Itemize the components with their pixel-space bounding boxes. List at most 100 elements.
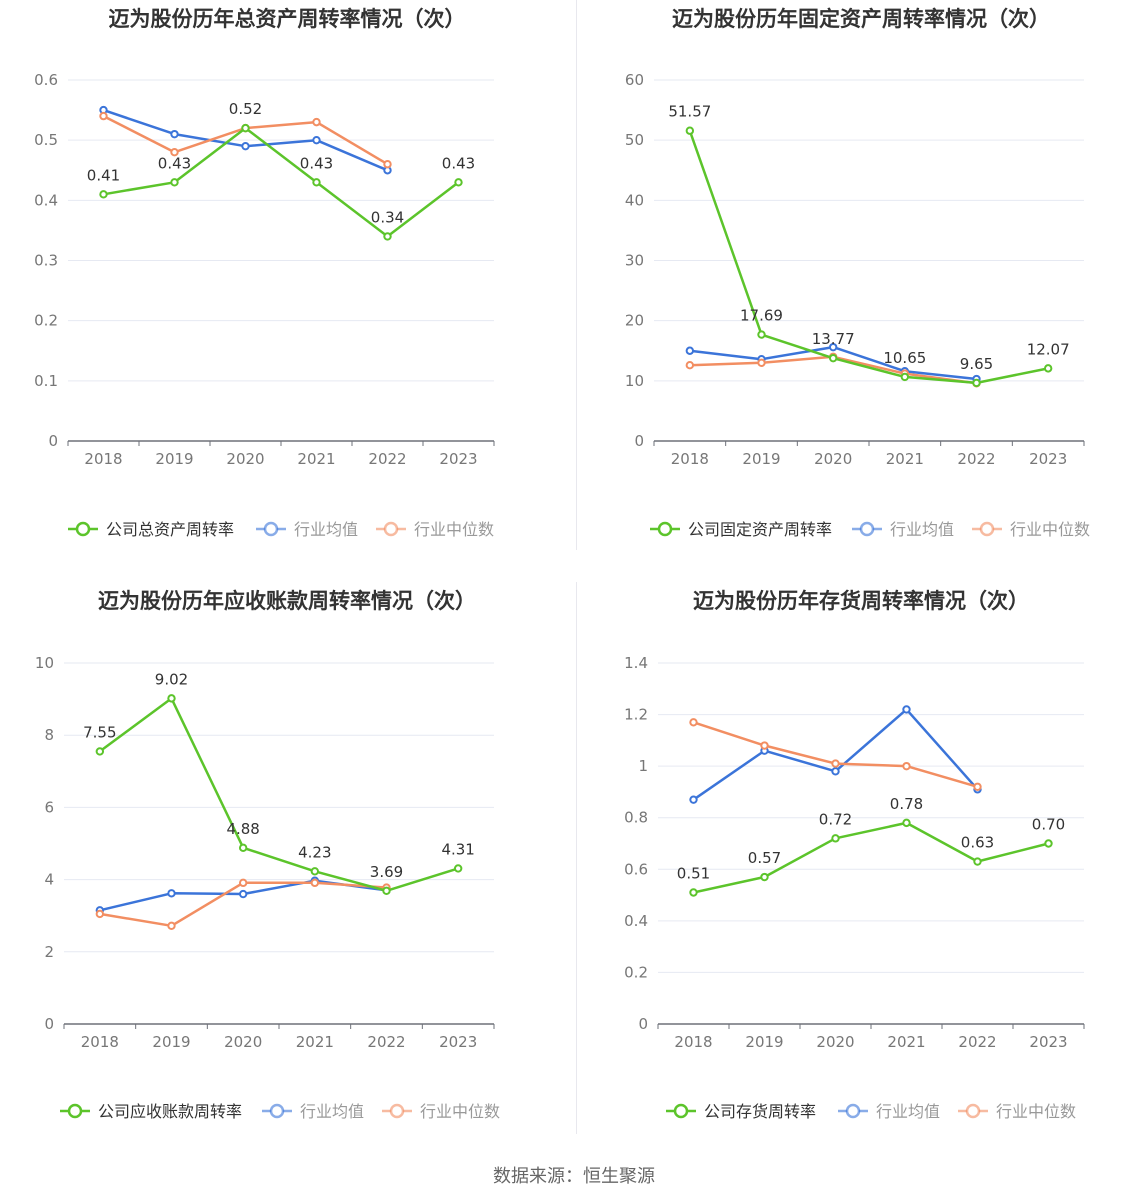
x-tick-label: 2020 (814, 450, 852, 468)
data-point-avg (312, 135, 321, 145)
chart-inventory-turnover: 迈为股份历年存货周转率情况（次） 0 0.2 0.4 0.6 0.8 1 1.2 1.4 2018… (624, 589, 1085, 1121)
data-label: 0.41 (87, 166, 120, 184)
series-line-company (99, 697, 459, 893)
series-line-company (693, 821, 1049, 894)
x-tick-label: 2018 (671, 450, 709, 468)
data-point-company (757, 330, 766, 339)
chart-receivables-turnover: 迈为股份历年应收账款周转率情况（次） 0 2 4 6 8 10 2018 2019 2020 202… (35, 589, 500, 1121)
data-label: 17.69 (740, 307, 783, 325)
data-point-company (310, 867, 320, 876)
data-label: 4.23 (298, 843, 331, 861)
data-label: 9.65 (960, 355, 993, 373)
series-line-company (688, 130, 1049, 385)
y-tick-label: 2 (44, 943, 54, 961)
y-tick-label: 0.4 (34, 191, 58, 209)
legend-marker-icon (965, 1103, 981, 1119)
legend-item-median: 行业中位数 (972, 520, 1090, 539)
y-tick-label: 0.1 (34, 372, 58, 390)
y-tick-label: 0.2 (34, 312, 58, 330)
series-line-median (99, 881, 387, 928)
data-point-company (170, 178, 179, 187)
data-point-company (828, 353, 838, 363)
chart-title: 迈为股份历年存货周转率情况（次） (693, 589, 1029, 613)
y-tick-label: 1.2 (624, 706, 648, 724)
data-label: 0.52 (229, 100, 262, 118)
panel-divider-top (576, 0, 577, 550)
data-label: 9.02 (155, 670, 188, 688)
chart-panel-inventory: 迈为股份历年存货周转率情况（次） 0 0.2 0.4 0.6 0.8 1 1.2 1.4 2018… (574, 582, 1148, 1164)
data-point-median (685, 360, 695, 370)
y-tick-label: 0.4 (624, 912, 648, 930)
legend-item-median: 行业中位数 (958, 1102, 1076, 1121)
x-tick-label: 2021 (296, 1033, 334, 1051)
legend-marker-icon (269, 1103, 285, 1119)
legend-item-company: 公司应收账款周转率 (60, 1102, 242, 1121)
legend-label: 公司应收账款周转率 (98, 1102, 242, 1121)
data-point-company (382, 886, 391, 895)
legend-label: 行业均值 (890, 520, 954, 539)
chart-title: 迈为股份历年总资产周转率情况（次） (109, 7, 466, 31)
x-tick-label: 2020 (816, 1033, 854, 1051)
y-tick-label: 1 (638, 757, 648, 775)
x-tick-label: 2019 (742, 450, 780, 468)
y-tick-label: 0.6 (624, 860, 648, 878)
data-point-company (383, 232, 392, 241)
y-tick-label: 0.5 (34, 131, 58, 149)
x-tick-label: 2023 (439, 1033, 477, 1051)
data-label: 0.57 (748, 849, 781, 867)
data-point-company (902, 818, 911, 828)
data-label: 0.78 (890, 795, 923, 813)
data-point-company (99, 190, 108, 199)
data-point-company (238, 843, 248, 853)
chart-panel-fixed-assets: 迈为股份历年固定资产周转率情况（次） 0 10 20 30 40 50 60 2018 2019 2… (574, 0, 1148, 582)
x-tick-label: 2020 (224, 1033, 262, 1051)
data-label: 0.51 (677, 864, 710, 882)
data-point-company (831, 834, 840, 843)
y-tick-label: 8 (44, 726, 54, 744)
y-tick-label: 60 (625, 71, 644, 89)
y-tick-label: 10 (625, 372, 644, 390)
data-point-median (383, 160, 392, 169)
data-point-company (689, 888, 698, 897)
data-point-company (453, 864, 463, 873)
x-tick-label: 2022 (957, 450, 995, 468)
chart-title: 迈为股份历年应收账款周转率情况（次） (98, 589, 476, 613)
y-tick-label: 0 (634, 432, 644, 450)
y-tick-label: 0 (638, 1015, 648, 1033)
data-point-median (757, 358, 766, 367)
data-point-company (167, 694, 176, 703)
legend-marker-icon (979, 521, 995, 537)
y-tick-label: 0.6 (34, 71, 58, 89)
legend-item-median: 行业中位数 (376, 520, 494, 539)
y-tick-label: 30 (625, 252, 644, 270)
legend-marker-icon (383, 521, 399, 537)
data-label: 4.31 (441, 840, 474, 858)
data-label: 3.69 (370, 863, 403, 881)
data-point-avg (828, 342, 838, 352)
data-point-avg (831, 767, 840, 776)
data-source-note: 数据来源：恒生聚源 (493, 1166, 655, 1187)
legend-label: 公司固定资产周转率 (688, 520, 832, 539)
legend-label: 行业均值 (300, 1102, 364, 1121)
data-point-avg (689, 795, 698, 804)
chart-panel-total-assets: 迈为股份历年总资产周转率情况（次） 0 0.1 0.2 0.3 0.4 0.5 0.6 2018… (0, 0, 574, 582)
x-tick-label: 2022 (367, 1033, 405, 1051)
legend-item-median: 行业中位数 (382, 1102, 500, 1121)
x-tick-label: 2021 (886, 450, 924, 468)
chart-total-assets-turnover: 迈为股份历年总资产周转率情况（次） 0 0.1 0.2 0.3 0.4 0.5 0.6 2018… (34, 7, 495, 539)
legend-label: 行业中位数 (1010, 520, 1090, 539)
x-tick-label: 2018 (84, 450, 122, 468)
data-point-company (973, 857, 982, 866)
x-tick-label: 2021 (297, 450, 335, 468)
data-point-avg (241, 141, 250, 151)
y-tick-label: 10 (35, 654, 54, 672)
legend-item-company: 公司存货周转率 (666, 1102, 816, 1121)
data-label: 4.88 (226, 820, 259, 838)
data-point-company (685, 126, 695, 135)
series-line-company (103, 126, 460, 238)
data-point-median (973, 782, 982, 791)
legend-label: 公司存货周转率 (704, 1102, 816, 1121)
series-line-median (693, 721, 978, 789)
data-point-median (310, 878, 320, 888)
x-tick-label: 2020 (226, 450, 264, 468)
